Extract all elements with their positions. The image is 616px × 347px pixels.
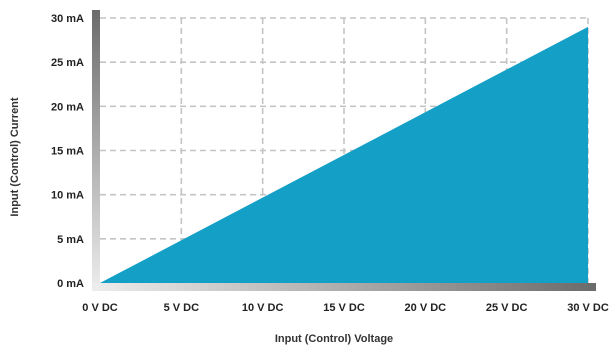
y-tick-label: 10 mA (51, 190, 84, 202)
y-axis-bar (92, 10, 100, 291)
y-tick-label: 15 mA (51, 146, 84, 158)
y-tick-label: 20 mA (51, 101, 84, 113)
x-tick-label: 25 V DC (486, 302, 528, 314)
y-tick-label: 30 mA (51, 13, 84, 25)
x-tick-labels: 0 V DC 5 V DC 10 V DC 15 V DC 20 V DC 25 V DC… (82, 302, 609, 314)
x-tick-label: 0 V DC (82, 302, 118, 314)
y-tick-labels: 0 mA 5 mA 10 mA 15 mA 20 mA 25 mA 30 mA (51, 13, 84, 290)
y-tick-label: 25 mA (51, 57, 84, 69)
x-tick-label: 5 V DC (164, 302, 200, 314)
x-tick-label: 20 V DC (405, 302, 447, 314)
x-tick-label: 30 V DC (567, 302, 609, 314)
x-tick-label: 15 V DC (323, 302, 365, 314)
plot-area (100, 26, 588, 283)
area-series (100, 26, 588, 283)
y-tick-label: 0 mA (57, 278, 84, 290)
x-tick-label: 10 V DC (242, 302, 284, 314)
y-axis-title: Input (Control) Current (9, 97, 21, 216)
x-axis-title: Input (Control) Voltage (275, 333, 393, 345)
y-tick-label: 5 mA (57, 234, 84, 246)
x-axis-bar (92, 283, 596, 291)
